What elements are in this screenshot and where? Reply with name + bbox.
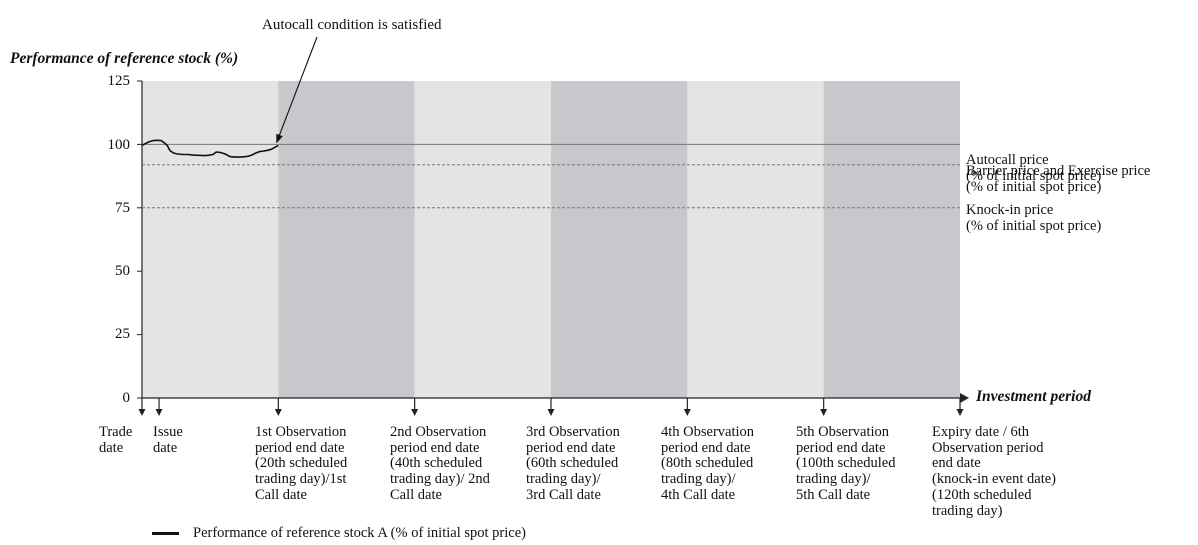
- observation-period-band: [142, 81, 279, 398]
- date-label-5th-call: 5th Observation period end date (100th s…: [796, 424, 896, 503]
- y-tick-label: 125: [107, 73, 131, 89]
- x-axis-title: Investment period: [976, 388, 1091, 405]
- y-axis-title: Performance of reference stock (%): [10, 50, 239, 67]
- observation-period-band: [414, 81, 551, 398]
- date-marker-arrowhead: [683, 409, 691, 416]
- y-tick-label: 75: [115, 200, 130, 216]
- autocall-price-label: Autocall price (% of initial spot price): [966, 152, 1102, 184]
- observation-period-band: [551, 81, 688, 398]
- date-label-2nd-call: 2nd Observation period end date (40th sc…: [390, 424, 490, 503]
- observation-period-band: [687, 81, 824, 398]
- date-label-issue: Issue date: [153, 424, 183, 456]
- y-tick-label: 50: [115, 263, 130, 279]
- date-marker-arrowhead: [547, 409, 555, 416]
- observation-period-band: [278, 81, 415, 398]
- y-tick-label: 25: [115, 326, 130, 342]
- date-marker-arrowhead: [274, 409, 282, 416]
- y-tick-label: 100: [107, 137, 131, 153]
- date-marker-arrowhead: [820, 409, 828, 416]
- date-marker-arrowhead: [138, 409, 146, 416]
- date-marker-arrowhead: [155, 409, 163, 416]
- annotation-pointer-line: [278, 36, 318, 136]
- observation-period-band: [823, 81, 960, 398]
- y-tick-label: 0: [122, 390, 131, 406]
- series-line: [141, 139, 279, 158]
- legend-label: Performance of reference stock A (% of i…: [193, 524, 526, 541]
- date-label-1st-call: 1st Observation period end date (20th sc…: [255, 424, 348, 503]
- x-axis-arrowhead: [960, 393, 969, 403]
- date-label-4th-call: 4th Observation period end date (80th sc…: [661, 424, 755, 503]
- date-label-3rd-call: 3rd Observation period end date (60th sc…: [526, 424, 620, 503]
- date-label-trade: Trade date: [99, 424, 133, 456]
- autocall-annotation: Autocall condition is satisfied: [262, 17, 442, 33]
- annotation-arrowhead: [276, 133, 283, 144]
- legend: Performance of reference stock A (% of i…: [152, 524, 526, 542]
- date-marker-arrowhead: [956, 409, 964, 416]
- knock-in-price-label: Knock-in price (% of initial spot price): [966, 202, 1102, 234]
- legend-swatch: [152, 531, 179, 535]
- date-marker-arrowhead: [411, 409, 419, 416]
- barrier-price-label: Barrier price and Exercise price (% of i…: [966, 163, 1151, 195]
- date-label-expiry: Expiry date / 6th Observation period end…: [932, 424, 1057, 519]
